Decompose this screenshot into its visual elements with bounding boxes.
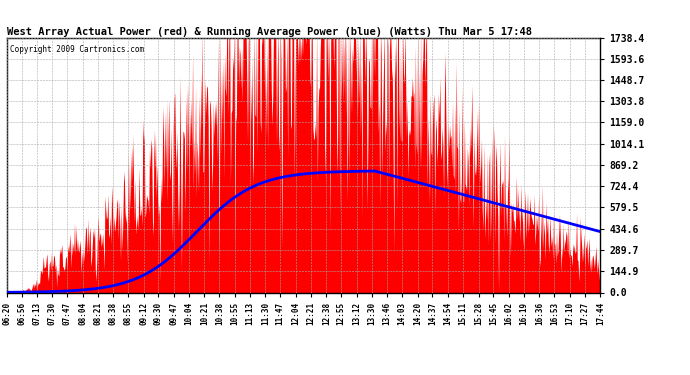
Text: West Array Actual Power (red) & Running Average Power (blue) (Watts) Thu Mar 5 1: West Array Actual Power (red) & Running … [7, 27, 532, 37]
Text: Copyright 2009 Cartronics.com: Copyright 2009 Cartronics.com [10, 45, 144, 54]
